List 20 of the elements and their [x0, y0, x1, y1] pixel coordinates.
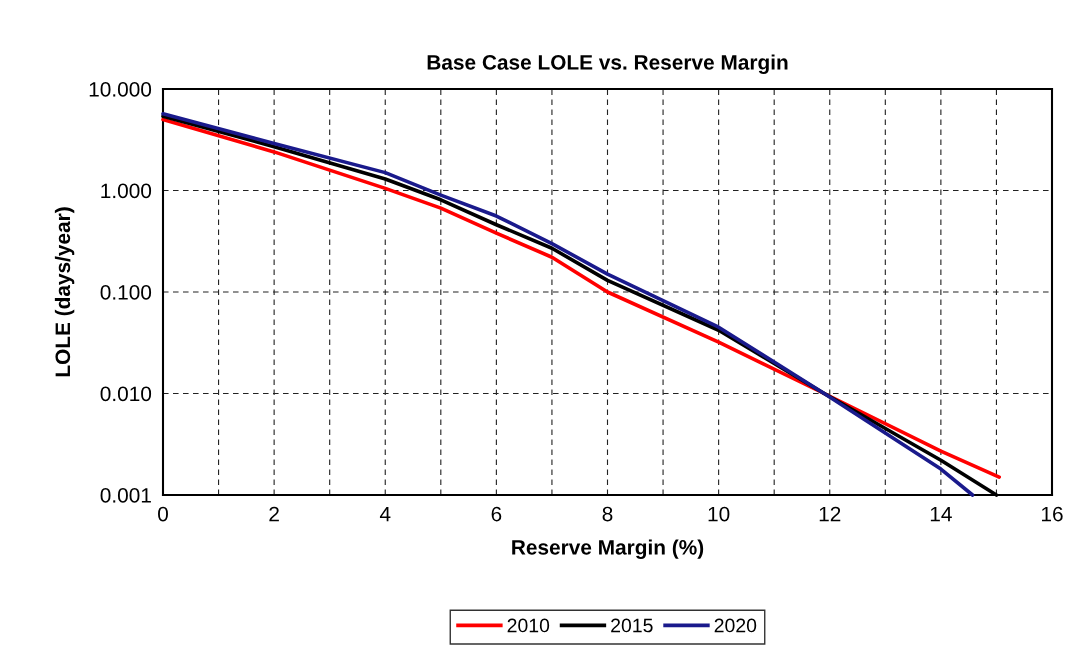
y-tick-label: 1.000 — [101, 183, 152, 199]
x-tick-label: 16 — [1042, 506, 1063, 522]
y-tick-label: 10.000 — [89, 82, 152, 97]
chart-title: Base Case LOLE vs. Reserve Margin — [427, 54, 788, 74]
x-tick-label: 10 — [708, 506, 730, 522]
x-tick-label: 0 — [158, 506, 168, 522]
y-axis-title: LOLE (days/year) — [54, 207, 75, 377]
x-tick-label: 6 — [491, 506, 502, 522]
legend-label: 2010 — [507, 618, 550, 633]
x-tick-label: 2 — [269, 506, 279, 522]
x-tick-label: 4 — [379, 506, 391, 522]
x-tick-label: 12 — [819, 506, 841, 522]
y-tick-label: 0.001 — [100, 488, 151, 503]
y-tick-label: 0.010 — [100, 386, 152, 402]
y-tick-label: 0.100 — [100, 285, 152, 300]
legend-label: 2015 — [611, 618, 653, 633]
x-tick-label: 14 — [930, 506, 952, 522]
x-axis-title: Reserve Margin (%) — [512, 539, 704, 559]
x-tick-label: 8 — [602, 506, 613, 522]
legend-label: 2020 — [714, 618, 757, 633]
